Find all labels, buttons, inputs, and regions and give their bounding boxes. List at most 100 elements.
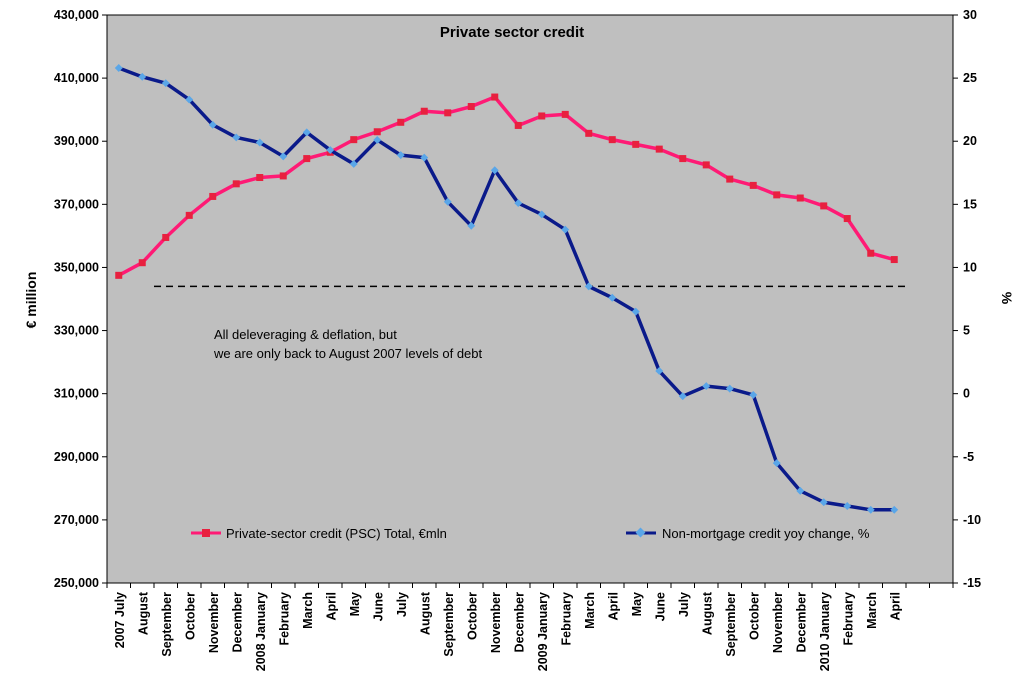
nonmortgage-point (843, 502, 852, 510)
x-tick-label: September (160, 592, 174, 657)
psc-point (655, 145, 663, 153)
nonmortgage-point (537, 210, 546, 219)
psc-point (467, 103, 475, 111)
y-right-tick-label: 20 (963, 134, 977, 148)
x-tick-label: July (395, 592, 409, 617)
x-tick-label: April (888, 592, 902, 620)
x-tick-label: April (606, 592, 620, 620)
x-tick-label: June (371, 592, 385, 621)
psc-point (608, 136, 616, 144)
series-line-psc (117, 95, 895, 277)
psc-point (350, 136, 358, 144)
y-left-tick-label: 430,000 (54, 8, 99, 22)
legend-label-psc: Private-sector credit (PSC) Total, €mln (226, 526, 447, 541)
psc-point (867, 249, 875, 257)
nonmortgage-point (396, 151, 405, 160)
y-left-tick-label: 330,000 (54, 324, 99, 338)
nonmortgage-point (349, 159, 358, 168)
psc-point (209, 192, 217, 200)
x-tick-label: October (747, 592, 761, 640)
psc-point (538, 112, 546, 120)
x-tick-label: 2010 January (818, 592, 832, 671)
nonmortgage-point (608, 293, 617, 302)
legend-label-nonmortgage: Non-mortgage credit yoy change, % (662, 526, 870, 541)
psc-point (397, 118, 405, 126)
y-right-tick-label: 25 (963, 71, 977, 85)
legend: Private-sector credit (PSC) Total, €mln … (191, 526, 870, 541)
y-right-tick-label: 0 (963, 387, 970, 401)
nonmortgage-point (772, 459, 781, 468)
psc-point (162, 233, 170, 241)
x-tick-label: November (207, 592, 221, 653)
x-tick-label: October (465, 592, 479, 640)
nonmortgage-point (561, 225, 570, 234)
legend-swatch-nonmortgage-marker (635, 527, 646, 538)
psc-point (749, 181, 757, 189)
psc-point (679, 155, 687, 163)
x-tick-label: July (677, 592, 691, 617)
y-right-tick-label: 10 (963, 260, 977, 274)
x-tick-label: October (183, 592, 197, 640)
psc-point (702, 161, 710, 169)
psc-point (185, 211, 193, 219)
nonmortgage-point (185, 95, 194, 104)
x-tick-label: March (301, 592, 315, 629)
x-tick-label: February (841, 592, 855, 646)
psc-point (585, 129, 593, 137)
psc-point (303, 155, 311, 163)
y-right-tick-label: -5 (963, 450, 974, 464)
x-tick-label: September (724, 592, 738, 657)
x-tick-label: December (794, 592, 808, 653)
legend-swatch-psc-marker (202, 529, 210, 537)
psc-point (561, 110, 569, 118)
nonmortgage-point (373, 136, 382, 144)
x-tick-label: November (771, 592, 785, 653)
x-tick-label: August (136, 591, 150, 635)
x-tick-label: March (865, 592, 879, 629)
y-right-tick-label: -15 (963, 576, 981, 590)
x-tick-label: April (324, 592, 338, 620)
psc-point (843, 215, 851, 223)
annotation-line-1: All deleveraging & deflation, but (214, 327, 397, 342)
psc-point (514, 121, 522, 129)
psc-point (796, 194, 804, 202)
y-left-tick-label: 410,000 (54, 71, 99, 85)
x-tick-label: December (230, 592, 244, 653)
y-left-tick-label: 310,000 (54, 387, 99, 401)
x-tick-label: May (630, 592, 644, 616)
psc-point (420, 107, 428, 115)
x-tick-label: 2007 July (113, 592, 127, 648)
nonmortgage-point (326, 146, 335, 155)
nonmortgage-point (232, 133, 241, 142)
nonmortgage-point (490, 166, 499, 175)
psc-point (890, 256, 898, 264)
x-tick-label: February (277, 592, 291, 646)
x-tick-label: August (418, 591, 432, 635)
psc-point (444, 109, 452, 117)
nonmortgage-point (114, 64, 123, 72)
y-right-tick-label: -10 (963, 513, 981, 527)
y-left-tick-label: 390,000 (54, 134, 99, 148)
x-tick-label: 2008 January (254, 592, 268, 671)
x-tick-label: February (559, 592, 573, 646)
annotation-line-2: we are only back to August 2007 levels o… (213, 346, 483, 361)
nonmortgage-point (420, 153, 429, 162)
y-axis-right-label: % (999, 292, 1015, 305)
y-left-tick-label: 250,000 (54, 576, 99, 590)
nonmortgage-point (467, 221, 476, 230)
x-tick-label: September (442, 592, 456, 657)
psc-point (491, 93, 499, 101)
x-tick-label: August (700, 591, 714, 635)
psc-point (373, 128, 381, 136)
psc-point (632, 140, 640, 148)
psc-point (115, 271, 123, 279)
psc-point (820, 202, 828, 210)
psc-point (279, 172, 287, 180)
x-tick-label: March (583, 592, 597, 629)
y-axis-left-label: € million (23, 272, 39, 329)
nonmortgage-point (443, 197, 452, 206)
x-tick-label: June (653, 592, 667, 621)
x-tick-label: November (489, 592, 503, 653)
y-left-tick-label: 290,000 (54, 450, 99, 464)
